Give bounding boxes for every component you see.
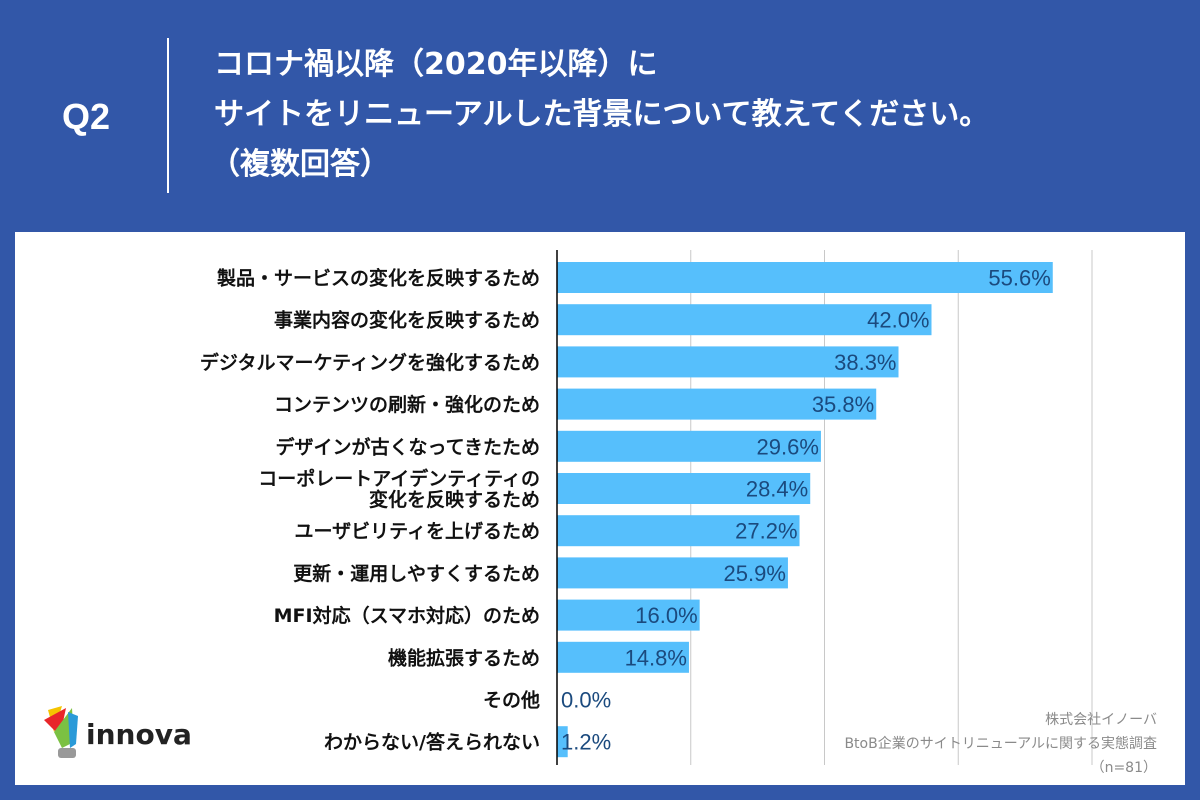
value-label: 35.8% [812,392,874,417]
value-label: 25.9% [724,561,786,586]
source-company: 株式会社イノーバ [1045,712,1157,728]
category-label: その他 [483,689,540,712]
category-label: コーポレートアイデンティティの変化を反映するため [258,467,540,511]
category-label: デジタルマーケティングを強化するため [200,351,540,374]
category-label: MFI対応（スマホ対応）のため [274,604,540,627]
value-label: 29.6% [757,434,819,459]
lightbulb-logo-icon: innova [44,706,192,758]
value-label: 38.3% [834,350,896,375]
title-line-3: （複数回答） [210,147,390,182]
category-label: わからない/答えられない [324,731,540,754]
value-label: 55.6% [988,266,1050,291]
header-divider [167,38,169,193]
bar [557,388,877,420]
source-survey: BtoB企業のサイトリニューアルに関する実態調査 [844,736,1157,752]
value-label: 16.0% [635,603,697,628]
category-label: ユーザビリティを上げるため [295,521,540,543]
value-label: 14.8% [625,645,687,670]
source-note: 株式会社イノーバ BtoB企業のサイトリニューアルに関する実態調査 （n=81） [844,708,1157,780]
bar [557,515,800,547]
title-line-1: コロナ禍以降（2020年以降）に [214,47,658,82]
category-label: 製品・サービスの変化を反映するため [216,267,540,290]
value-label: 42.0% [867,308,929,333]
bar [557,346,899,378]
category-label: 更新・運用しやすくするため [293,562,540,585]
bar [557,599,700,631]
bar [557,304,932,336]
value-label: 27.2% [735,519,797,544]
bar [557,557,788,589]
logo-text: innova [86,718,192,751]
bar [557,726,568,758]
value-label: 28.4% [746,477,808,502]
category-label: 事業内容の変化を反映するため [274,309,540,332]
page-title: コロナ禍以降（2020年以降）に サイトをリニューアルした背景について教えてくだ… [210,40,990,190]
question-number: Q2 [62,96,111,137]
category-label: デザインが古くなってきたため [276,435,540,458]
source-sample: （n=81） [1090,760,1157,776]
bar [557,262,1053,293]
bar [557,473,811,504]
category-label: コンテンツの刷新・強化のため [274,393,540,416]
title-line-2: サイトをリニューアルした背景について教えてください。 [214,97,990,132]
category-label: 機能拡張するため [388,646,540,669]
innova-logo: innova [40,702,200,766]
bar [557,430,821,462]
bar [557,641,689,673]
value-label: 0.0% [561,688,611,713]
value-label: 1.2% [561,730,611,755]
